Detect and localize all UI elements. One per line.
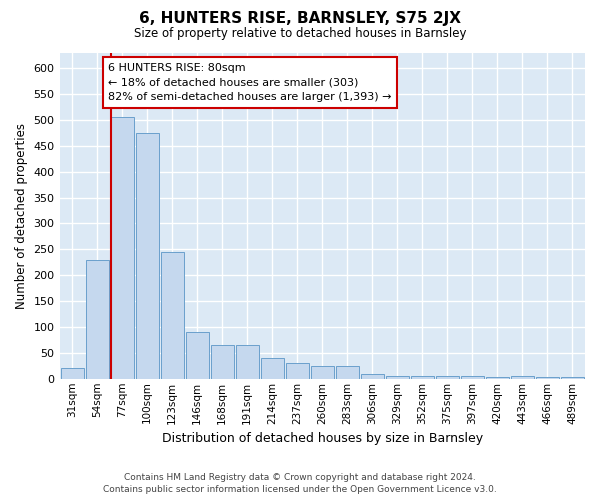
Bar	[486, 377, 509, 379]
Bar	[261, 358, 284, 379]
X-axis label: Distribution of detached houses by size in Barnsley: Distribution of detached houses by size …	[162, 432, 483, 445]
Bar	[161, 252, 184, 379]
Y-axis label: Number of detached properties: Number of detached properties	[15, 122, 28, 308]
Bar	[511, 376, 534, 379]
Bar	[110, 117, 134, 379]
Text: 6, HUNTERS RISE, BARNSLEY, S75 2JX: 6, HUNTERS RISE, BARNSLEY, S75 2JX	[139, 11, 461, 26]
Bar	[386, 376, 409, 379]
Bar	[136, 133, 158, 379]
Bar	[286, 363, 309, 379]
Bar	[361, 374, 384, 379]
Text: Contains HM Land Registry data © Crown copyright and database right 2024.
Contai: Contains HM Land Registry data © Crown c…	[103, 472, 497, 494]
Bar	[86, 260, 109, 379]
Text: 6 HUNTERS RISE: 80sqm
← 18% of detached houses are smaller (303)
82% of semi-det: 6 HUNTERS RISE: 80sqm ← 18% of detached …	[108, 63, 392, 102]
Bar	[185, 332, 209, 379]
Bar	[536, 377, 559, 379]
Bar	[311, 366, 334, 379]
Text: Size of property relative to detached houses in Barnsley: Size of property relative to detached ho…	[134, 28, 466, 40]
Bar	[336, 366, 359, 379]
Bar	[561, 377, 584, 379]
Bar	[461, 376, 484, 379]
Bar	[236, 345, 259, 379]
Bar	[436, 376, 459, 379]
Bar	[61, 368, 83, 379]
Bar	[411, 376, 434, 379]
Bar	[211, 345, 233, 379]
